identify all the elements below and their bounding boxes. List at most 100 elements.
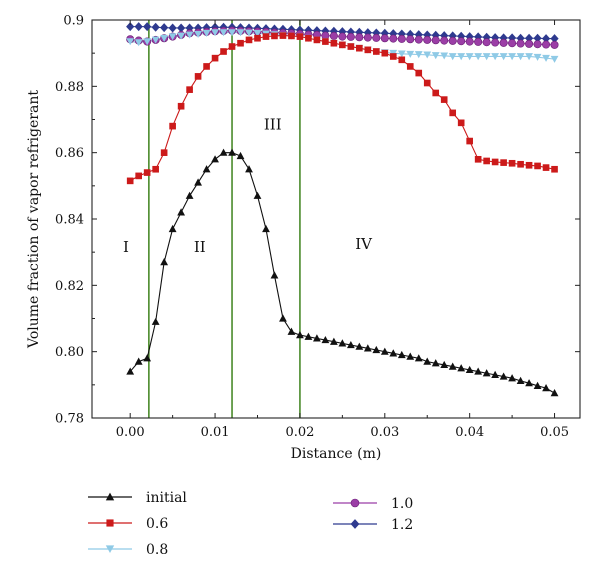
data-point bbox=[533, 381, 542, 389]
data-point bbox=[516, 53, 525, 61]
data-point bbox=[143, 354, 152, 362]
legend-marker bbox=[105, 492, 115, 501]
data-point bbox=[414, 30, 423, 40]
region-label: II bbox=[194, 238, 206, 256]
data-point bbox=[134, 39, 143, 47]
legend-label: 1.0 bbox=[391, 496, 413, 512]
region-label: III bbox=[264, 115, 282, 133]
data-point bbox=[397, 50, 406, 58]
data-point bbox=[525, 161, 533, 169]
data-point bbox=[474, 32, 483, 42]
series-lines bbox=[129, 26, 555, 394]
data-point bbox=[474, 155, 482, 163]
data-point bbox=[551, 165, 558, 173]
data-point bbox=[474, 37, 483, 46]
legend-label: 0.8 bbox=[146, 542, 168, 558]
data-point bbox=[482, 53, 491, 61]
data-point bbox=[270, 271, 279, 279]
data-point bbox=[440, 36, 449, 45]
data-point bbox=[160, 34, 169, 42]
data-point bbox=[254, 34, 261, 42]
data-point bbox=[211, 29, 219, 37]
data-point bbox=[381, 49, 389, 57]
data-point bbox=[228, 43, 236, 50]
data-point bbox=[245, 36, 253, 44]
legend-item: 1.2 bbox=[333, 517, 413, 533]
data-point bbox=[440, 96, 448, 103]
data-point bbox=[177, 102, 185, 110]
data-point bbox=[321, 335, 330, 344]
data-point bbox=[482, 38, 491, 47]
y-tick-label: 0.78 bbox=[55, 412, 84, 427]
data-point bbox=[423, 79, 431, 87]
data-point bbox=[457, 37, 466, 46]
data-point bbox=[397, 34, 406, 43]
data-point bbox=[262, 33, 270, 40]
data-point bbox=[499, 33, 508, 43]
data-point bbox=[508, 39, 517, 48]
data-point bbox=[499, 53, 508, 61]
data-point bbox=[202, 29, 211, 37]
data-point bbox=[346, 32, 355, 41]
data-point bbox=[457, 53, 466, 61]
data-point bbox=[500, 159, 507, 166]
data-point bbox=[533, 40, 542, 49]
data-point bbox=[389, 34, 398, 43]
data-point bbox=[482, 369, 491, 377]
data-point bbox=[211, 155, 219, 163]
data-point bbox=[431, 52, 440, 60]
data-point bbox=[126, 38, 135, 46]
data-point bbox=[508, 159, 516, 167]
data-point bbox=[160, 149, 168, 156]
data-point bbox=[288, 32, 295, 40]
y-tick-label: 0.9 bbox=[63, 14, 84, 29]
data-point bbox=[236, 151, 245, 160]
data-point bbox=[347, 43, 355, 50]
data-point bbox=[169, 122, 176, 130]
axes: 0.00 0.01 0.02 0.03 0.04 0.05 0.78 0.80 0.82 0.84… bbox=[55, 14, 581, 440]
data-point bbox=[397, 350, 406, 359]
data-point bbox=[279, 314, 287, 322]
data-point bbox=[508, 374, 517, 382]
data-point bbox=[406, 35, 415, 44]
legend-marker bbox=[106, 519, 114, 527]
data-point bbox=[550, 34, 559, 44]
data-point bbox=[406, 63, 414, 70]
data-point bbox=[194, 30, 202, 38]
data-point bbox=[126, 22, 135, 32]
data-point bbox=[432, 89, 440, 97]
y-tick-label: 0.84 bbox=[55, 213, 84, 228]
data-point bbox=[211, 54, 219, 62]
data-point bbox=[491, 370, 500, 379]
legend-item: initial bbox=[88, 490, 187, 506]
data-point bbox=[329, 31, 338, 40]
data-point bbox=[363, 344, 372, 352]
data-point bbox=[338, 32, 347, 41]
data-point bbox=[194, 178, 202, 186]
data-point bbox=[338, 27, 347, 37]
data-point bbox=[143, 169, 151, 176]
data-point bbox=[533, 53, 542, 61]
data-point bbox=[516, 39, 525, 48]
data-point bbox=[380, 347, 389, 355]
data-point bbox=[389, 53, 397, 60]
data-point bbox=[517, 160, 524, 168]
data-point bbox=[525, 39, 534, 48]
data-point bbox=[431, 36, 440, 45]
data-point bbox=[406, 352, 415, 360]
x-tick-label: 0.04 bbox=[455, 425, 484, 440]
data-point bbox=[542, 384, 550, 392]
plot-frame bbox=[91, 19, 581, 419]
region-label: I bbox=[123, 238, 129, 256]
data-point bbox=[151, 22, 160, 32]
data-point bbox=[423, 51, 432, 59]
data-point bbox=[550, 55, 559, 63]
y-tick-label: 0.88 bbox=[55, 80, 84, 95]
data-point bbox=[185, 31, 194, 39]
data-point bbox=[516, 376, 525, 384]
legend-label: 1.2 bbox=[391, 517, 413, 533]
data-point bbox=[143, 38, 152, 46]
data-point bbox=[550, 40, 559, 49]
